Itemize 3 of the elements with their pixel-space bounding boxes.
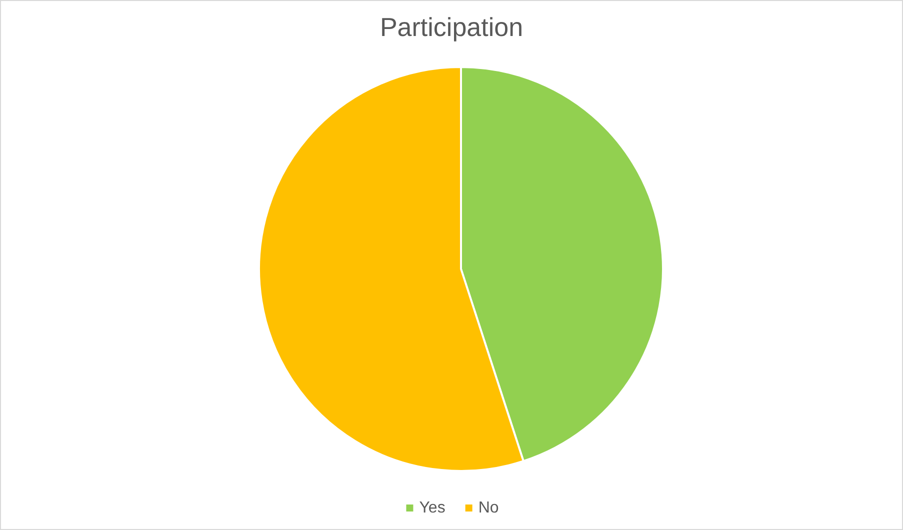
chart-title: Participation: [380, 12, 524, 42]
legend-label: No: [478, 500, 499, 516]
legend-label: Yes: [419, 500, 446, 516]
